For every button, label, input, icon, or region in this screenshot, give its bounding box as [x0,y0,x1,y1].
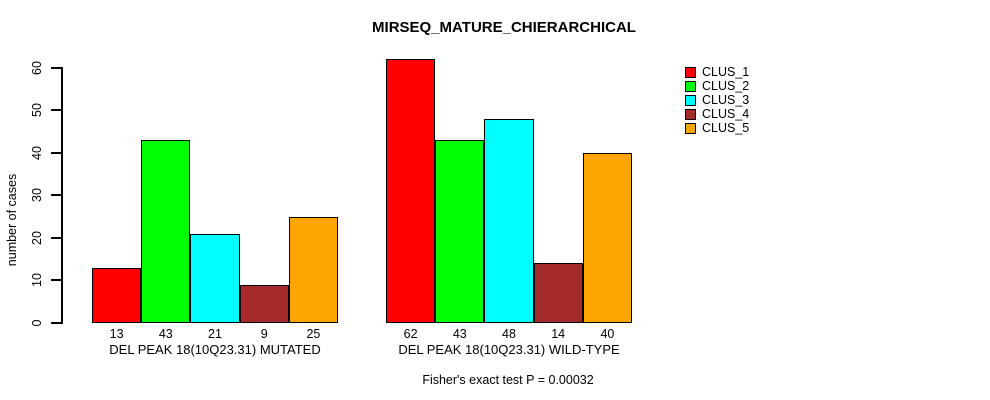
bar-value-label: 9 [260,327,268,341]
legend-swatch [685,66,696,78]
y-tick-label: 40 [30,145,44,160]
legend-label: CLUS_1 [702,64,750,79]
y-axis-line [61,66,63,324]
y-tick-label: 50 [30,103,44,118]
legend-label: CLUS_3 [702,92,750,107]
bar-value-label: 40 [600,327,615,341]
bar [484,118,534,323]
group-label: DEL PEAK 18(10Q23.31) WILD-TYPE [398,342,620,357]
bar [288,216,338,323]
bar-value-label: 25 [306,327,321,341]
y-tick-label: 20 [30,230,44,245]
legend-label: CLUS_4 [702,106,750,121]
legend-label: CLUS_2 [702,78,750,93]
y-tick [51,236,62,239]
y-tick [51,279,62,282]
bar [386,59,436,323]
bar [190,233,240,323]
legend-swatch [685,122,696,134]
group-label: DEL PEAK 18(10Q23.31) MUTATED [109,342,321,357]
bar-value-label: 21 [208,327,222,341]
bar-value-label: 13 [109,327,124,341]
legend-label: CLUS_5 [702,120,750,135]
legend-swatch [685,108,696,120]
legend-swatch [685,80,696,92]
chart-title: MIRSEQ_MATURE_CHIERARCHICAL [372,19,636,36]
y-tick [51,66,62,69]
y-tick [51,109,62,112]
legend-swatch [685,94,696,106]
y-tick [51,322,62,324]
bar [582,152,632,323]
bar [92,267,142,323]
bar [141,140,191,323]
y-axis-label: number of cases [5,173,19,267]
bar-value-label: 14 [551,327,566,341]
caption: Fisher's exact test P = 0.00032 [422,373,594,387]
y-tick-label: 0 [30,319,44,327]
bar-value-label: 62 [403,327,418,341]
bar [435,140,485,323]
y-tick-label: 60 [30,60,44,75]
y-tick [51,194,62,197]
y-tick-label: 10 [30,273,44,288]
bar-value-label: 48 [502,327,516,341]
bar-value-label: 43 [452,327,467,341]
bar [239,284,289,323]
y-tick [51,151,62,154]
bar [533,263,583,323]
y-tick-label: 30 [30,188,44,203]
bar-value-label: 43 [158,327,173,341]
